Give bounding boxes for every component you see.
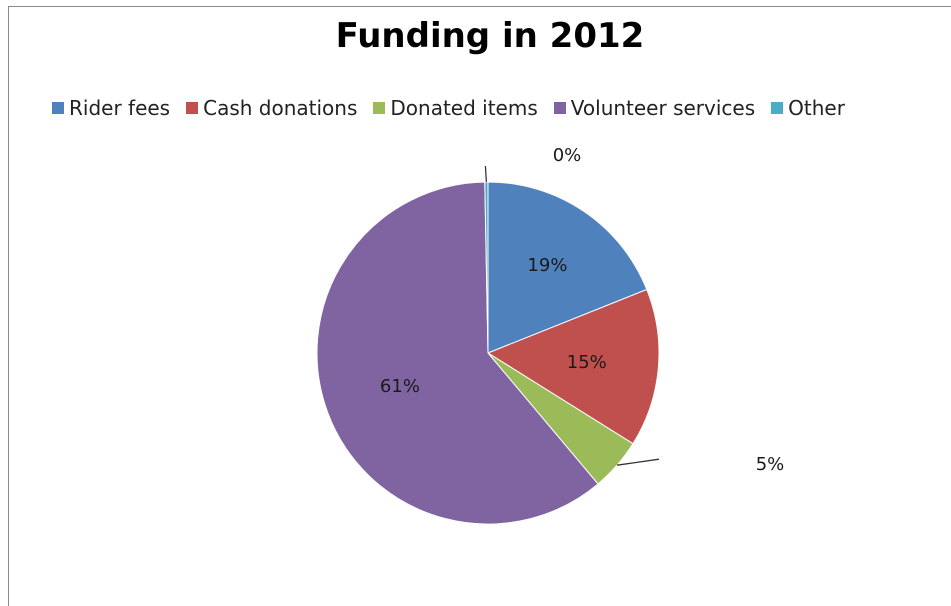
chart-legend: Rider fees Cash donations Donated items Vol… bbox=[52, 96, 861, 120]
legend-item-other: Other bbox=[771, 96, 845, 120]
legend-item-rider-fees: Rider fees bbox=[52, 96, 170, 120]
data-label-rider-fees: 19% bbox=[527, 255, 567, 276]
legend-label: Donated items bbox=[390, 96, 538, 120]
legend-item-donated-items: Donated items bbox=[373, 96, 538, 120]
legend-item-volunteer-services: Volunteer services bbox=[553, 96, 756, 120]
legend-label: Cash donations bbox=[203, 96, 358, 120]
chart-frame bbox=[8, 6, 951, 606]
legend-label: Other bbox=[788, 96, 845, 120]
pie-slice-volunteer-services bbox=[316, 181, 599, 525]
data-label-other: 0% bbox=[553, 145, 582, 166]
pie-slice-rider-fees bbox=[487, 181, 648, 354]
data-label-volunteer-services: 61% bbox=[380, 376, 420, 397]
legend-swatch bbox=[553, 102, 566, 114]
legend-swatch bbox=[186, 102, 199, 114]
legend-item-cash-donations: Cash donations bbox=[186, 96, 357, 120]
leader-line bbox=[616, 458, 660, 466]
chart-title: Funding in 2012 bbox=[335, 16, 645, 56]
legend-label: Volunteer services bbox=[570, 96, 756, 120]
data-label-donated-items: 5% bbox=[756, 454, 785, 475]
legend-label: Rider fees bbox=[69, 96, 171, 120]
data-label-cash-donations: 15% bbox=[567, 352, 607, 373]
legend-swatch bbox=[52, 102, 64, 114]
legend-swatch bbox=[771, 102, 784, 114]
legend-swatch bbox=[373, 102, 386, 114]
pie-chart: 19% 15% 5% 61% 0% bbox=[316, 145, 785, 525]
leader-line bbox=[484, 165, 488, 183]
pie-slice-cash-donations bbox=[486, 288, 660, 445]
